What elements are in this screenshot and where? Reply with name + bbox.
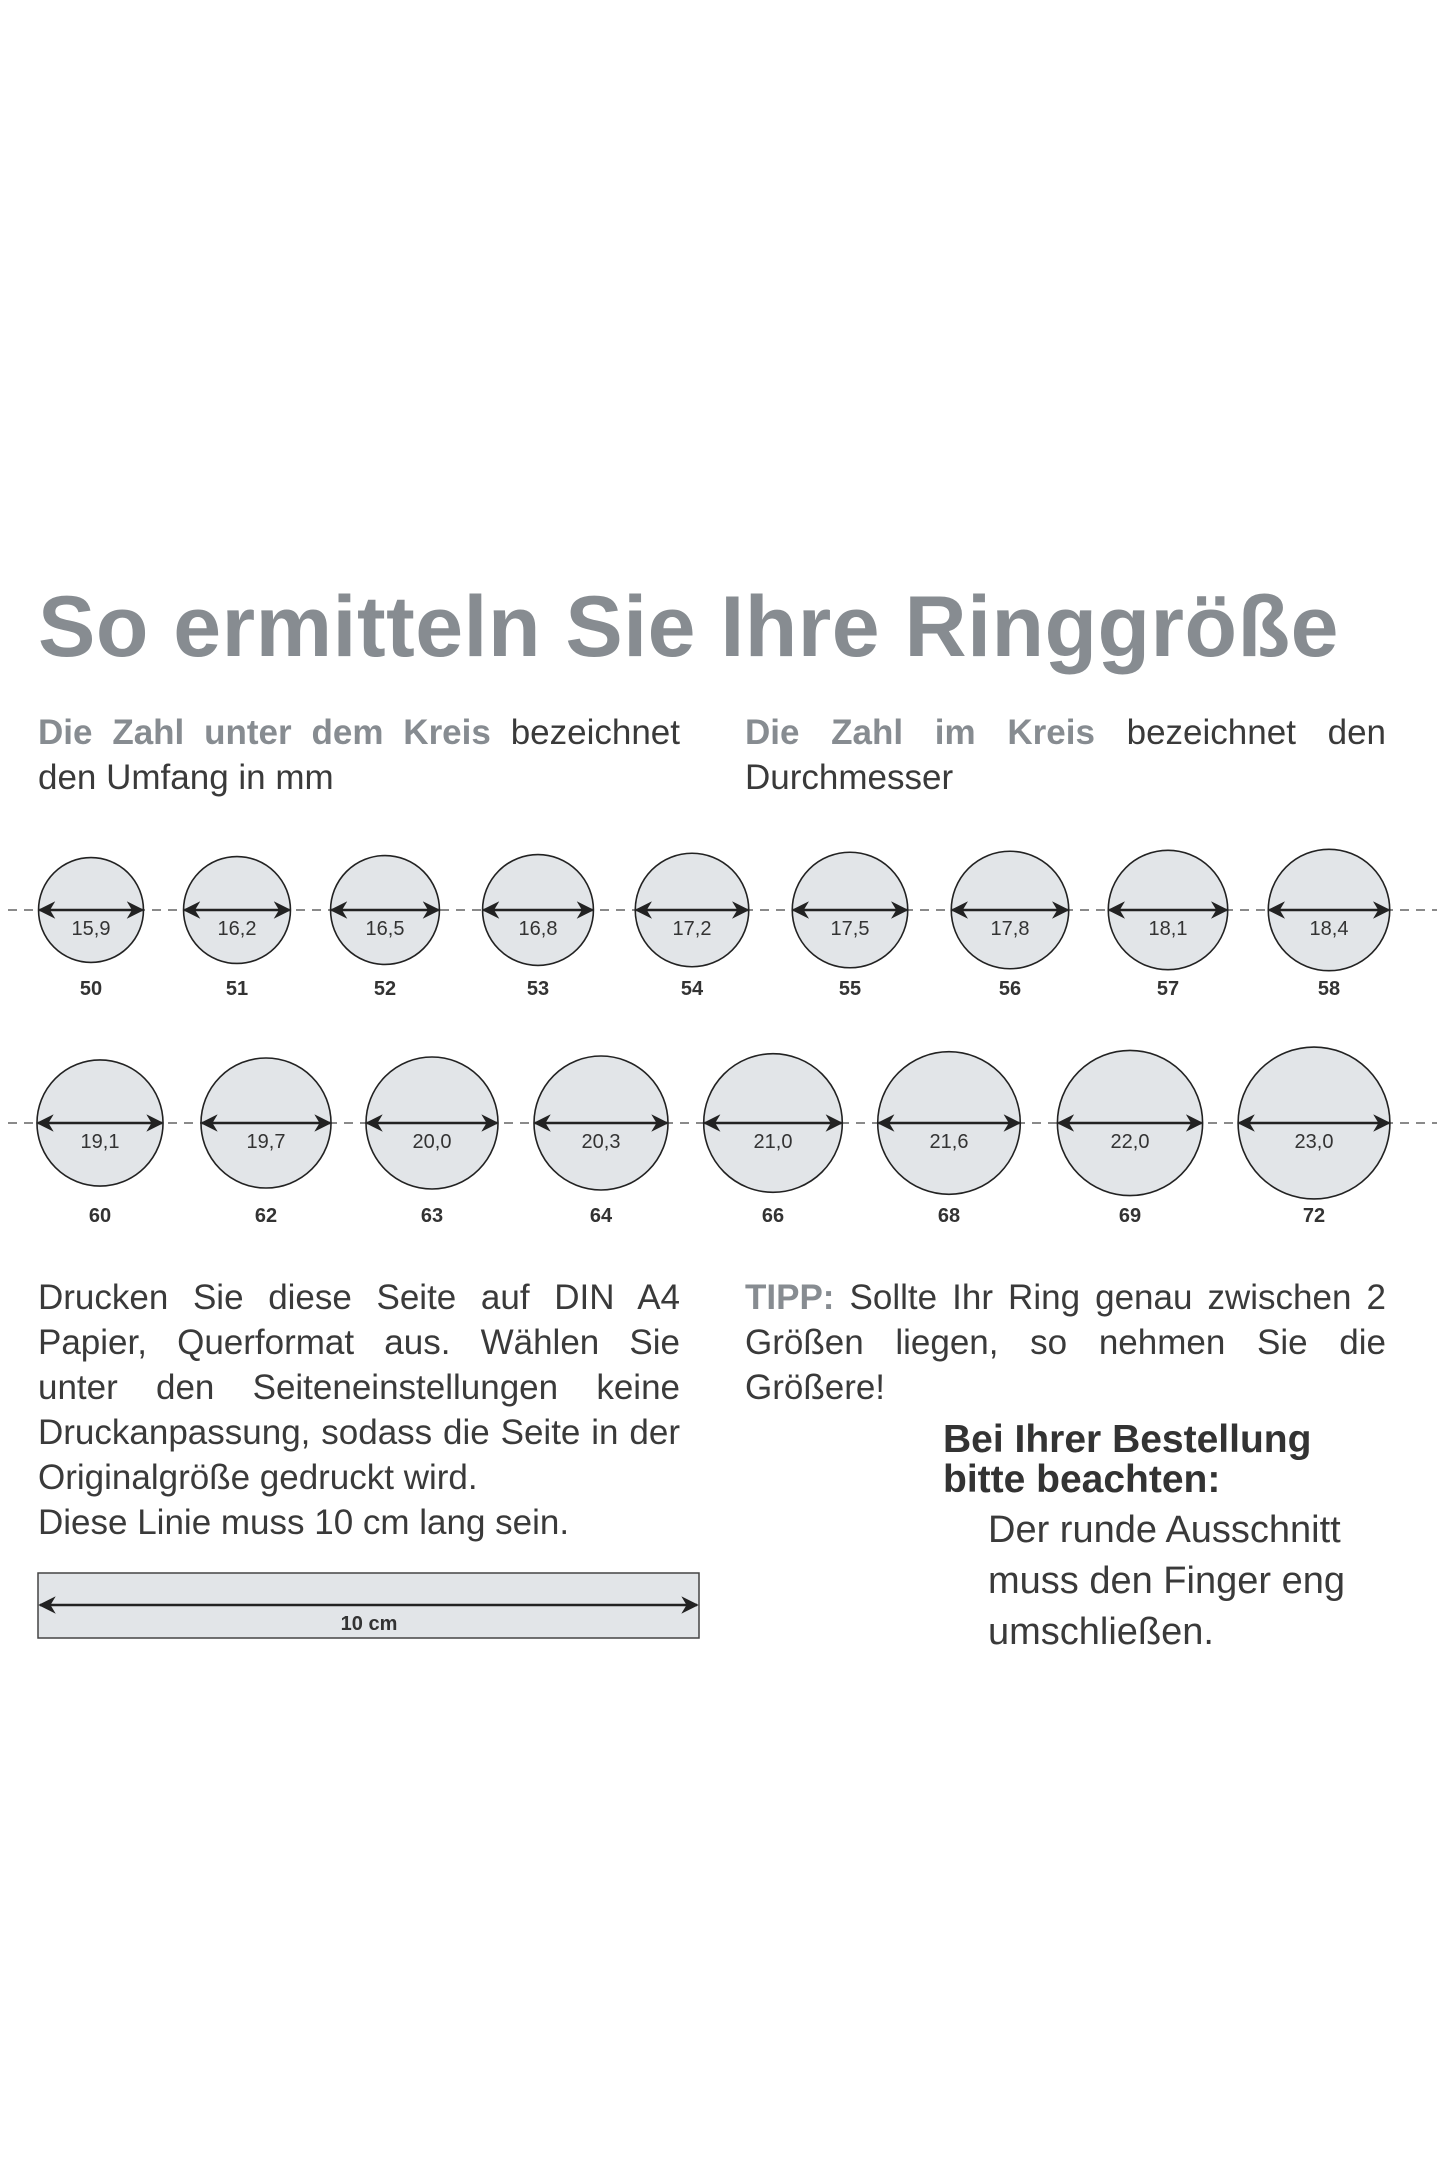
- ruler-label: 10 cm: [341, 1613, 398, 1635]
- diameter-label: 16,8: [519, 918, 558, 940]
- size-label: 62: [255, 1205, 277, 1227]
- ring-size-66: 21,0 66: [702, 1052, 844, 1227]
- intro-circumference: Die Zahl unter dem Kreis bezeichnet den …: [38, 710, 680, 800]
- size-label: 55: [839, 978, 861, 1000]
- ring-size-64: 20,3 64: [533, 1055, 669, 1227]
- ring-size-54: 17,2 54: [634, 852, 750, 1000]
- ring-size-50: 15,9 50: [37, 856, 145, 1000]
- intro-right-text: bezeichnet den Durchmesser: [745, 713, 1387, 797]
- size-label: 66: [762, 1205, 784, 1227]
- size-label: 64: [590, 1205, 613, 1227]
- ring-size-55: 17,5 55: [791, 851, 909, 1000]
- size-label: 52: [374, 978, 396, 1000]
- size-label: 69: [1119, 1205, 1141, 1227]
- intro-left-text: bezeichnet den Umfang in mm: [38, 713, 680, 797]
- size-label: 53: [527, 978, 549, 1000]
- ring-size-72: 23,0 72: [1237, 1046, 1391, 1227]
- ruler: 10 cm: [37, 1572, 700, 1639]
- diameter-label: 20,0: [413, 1131, 452, 1153]
- ring-size-68: 21,6 68: [876, 1050, 1022, 1227]
- line-text: Diese Linie muss 10 cm lang sein.: [38, 1503, 570, 1542]
- diameter-label: 21,6: [930, 1131, 969, 1153]
- diameter-label: 17,8: [991, 918, 1030, 940]
- size-label: 60: [89, 1205, 111, 1227]
- ring-size-53: 16,8 53: [481, 853, 595, 1000]
- diameter-label: 22,0: [1111, 1131, 1150, 1153]
- diameter-label: 21,0: [754, 1131, 793, 1153]
- size-label: 72: [1303, 1205, 1325, 1227]
- order-note-heading: Bei Ihrer Bestellung bitte beachten:: [943, 1420, 1311, 1500]
- diameter-label: 20,3: [582, 1131, 621, 1153]
- size-label: 51: [226, 978, 248, 1000]
- order-note-body: Der runde Ausschnitt muss den Finger eng…: [988, 1505, 1345, 1658]
- ring-size-69: 22,0 69: [1056, 1049, 1204, 1227]
- ring-size-57: 18,1 57: [1107, 849, 1229, 1000]
- size-label: 58: [1318, 978, 1340, 1000]
- note-heading-line: bitte beachten:: [943, 1458, 1221, 1501]
- size-label: 54: [681, 978, 704, 1000]
- note-heading-line: Bei Ihrer Bestellung: [943, 1418, 1312, 1461]
- ring-size-62: 19,7 62: [200, 1057, 332, 1227]
- diameter-label: 17,2: [673, 918, 712, 940]
- diameter-label: 15,9: [72, 918, 111, 940]
- ring-size-63: 20,0 63: [365, 1056, 499, 1227]
- diameter-label: 16,2: [218, 918, 257, 940]
- ring-size-56: 17,8 56: [950, 850, 1070, 1000]
- ring-size-51: 16,2 51: [182, 855, 292, 1000]
- diameter-label: 23,0: [1295, 1131, 1334, 1153]
- note-line: umschließen.: [988, 1611, 1214, 1653]
- size-label: 68: [938, 1205, 960, 1227]
- tip-text: Sollte Ihr Ring genau zwischen 2 Größen …: [745, 1278, 1386, 1407]
- note-line: muss den Finger eng: [988, 1560, 1345, 1602]
- size-label: 56: [999, 978, 1021, 1000]
- size-label: 50: [80, 978, 102, 1000]
- diameter-label: 18,4: [1310, 918, 1349, 940]
- print-text: Drucken Sie diese Seite auf DIN A4 Papie…: [38, 1278, 680, 1497]
- size-label: 63: [421, 1205, 443, 1227]
- ring-size-58: 18,4 58: [1267, 848, 1391, 1000]
- diameter-label: 17,5: [831, 918, 870, 940]
- ring-size-52: 16,5 52: [329, 854, 441, 1000]
- tip-label: TIPP:: [745, 1278, 835, 1317]
- ring-size-60: 19,1 60: [36, 1059, 164, 1227]
- diameter-label: 18,1: [1149, 918, 1188, 940]
- print-instructions: Drucken Sie diese Seite auf DIN A4 Papie…: [38, 1275, 680, 1545]
- diameter-label: 19,1: [81, 1131, 120, 1153]
- diameter-label: 19,7: [247, 1131, 286, 1153]
- tip: TIPP: Sollte Ihr Ring genau zwischen 2 G…: [745, 1275, 1386, 1410]
- intro-left-highlight: Die Zahl unter dem Kreis: [38, 713, 491, 752]
- note-line: Der runde Ausschnitt: [988, 1509, 1341, 1551]
- intro-diameter: Die Zahl im Kreis bezeichnet den Durchme…: [745, 710, 1386, 800]
- intro-right-highlight: Die Zahl im Kreis: [745, 713, 1095, 752]
- diameter-label: 16,5: [366, 918, 405, 940]
- page-title: So ermitteln Sie Ihre Ringgröße: [38, 579, 1339, 675]
- size-label: 57: [1157, 978, 1179, 1000]
